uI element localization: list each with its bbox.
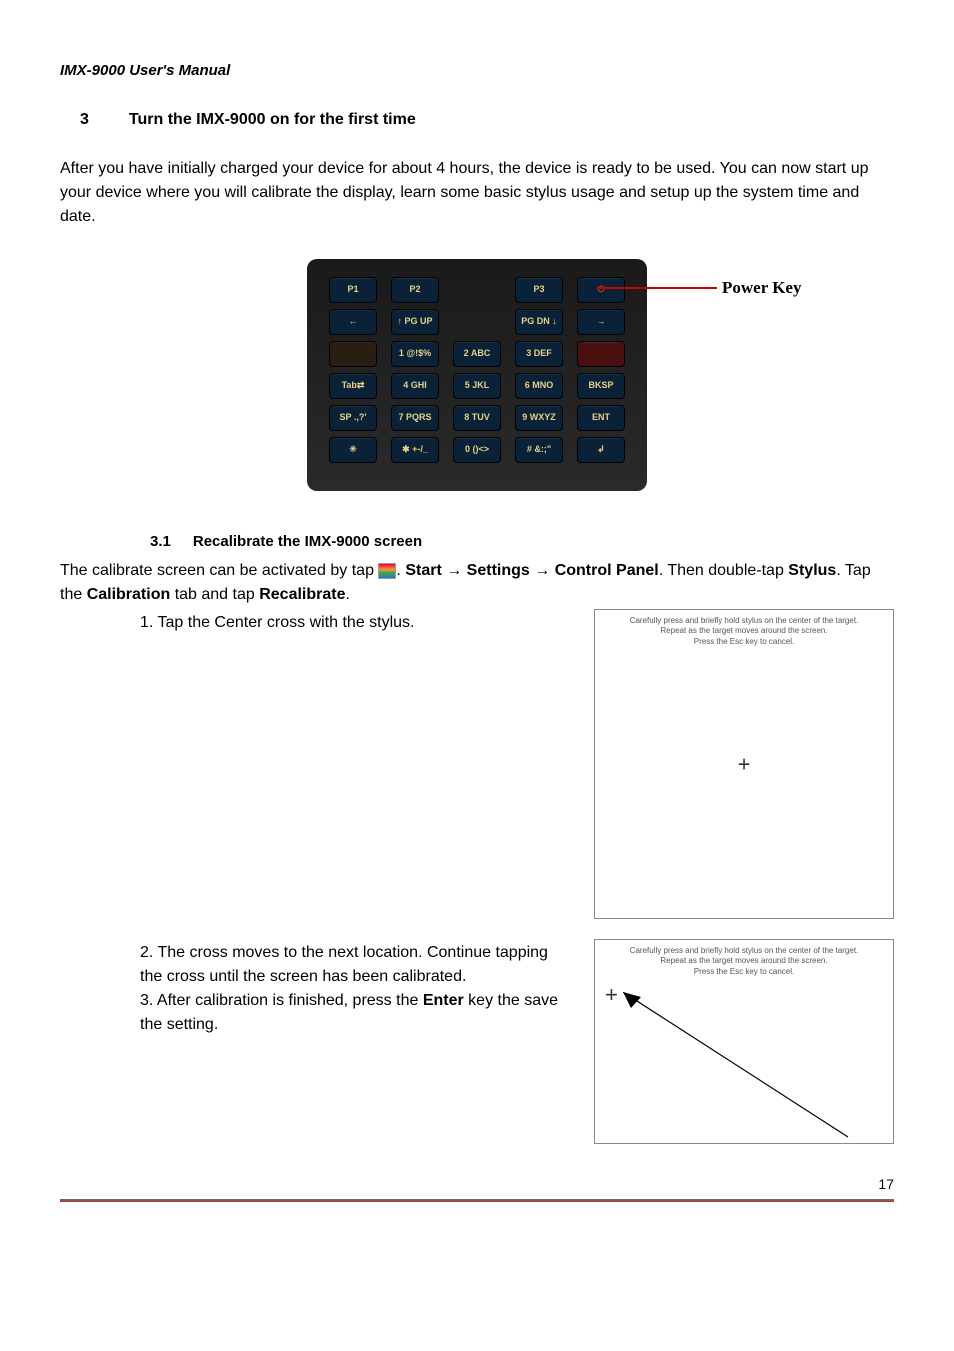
key-0: 0 ()<> xyxy=(453,437,501,463)
key-sp: SP .,?' xyxy=(329,405,377,431)
key-return: ↲ xyxy=(577,437,625,463)
key-8: 8 TUV xyxy=(453,405,501,431)
nav-control-panel: Control Panel xyxy=(555,562,659,579)
calib-msg: Carefully press and briefly hold stylus … xyxy=(595,946,893,977)
corner-cross-icon: + xyxy=(605,978,618,1011)
key-4: 4 GHI xyxy=(391,373,439,399)
callout-line xyxy=(597,287,717,289)
nav-recalibrate: Recalibrate xyxy=(259,586,345,603)
key-asterisk: ✱ +-/_ xyxy=(391,437,439,463)
key-ent: ENT xyxy=(577,405,625,431)
step-3-prefix: 3. After calibration is finished, press … xyxy=(140,992,423,1009)
keypad-gap xyxy=(453,277,501,303)
key-6: 6 MNO xyxy=(515,373,563,399)
subsection-number: 3.1 xyxy=(150,531,171,554)
footer-rule xyxy=(60,1199,894,1202)
step-1-text: 1. Tap the Center cross with the stylus. xyxy=(60,609,574,635)
nav-text: . xyxy=(396,562,400,579)
stylus-icon xyxy=(623,992,853,1142)
key-p2: P2 xyxy=(391,277,439,303)
arrow-icon: → xyxy=(534,562,550,579)
section-title: Turn the IMX-9000 on for the first time xyxy=(129,108,416,132)
step-3-enter: Enter xyxy=(423,992,464,1009)
key-star: ✳ xyxy=(329,437,377,463)
key-power: ⏻ xyxy=(577,277,625,303)
power-key-callout: Power Key xyxy=(722,275,801,301)
subsection-heading: 3.1 Recalibrate the IMX-9000 screen xyxy=(150,531,894,554)
nav-stylus: Stylus xyxy=(788,562,836,579)
section-body: After you have initially charged your de… xyxy=(60,157,894,229)
key-tab: Tab⇄ xyxy=(329,373,377,399)
nav-calibration: Calibration xyxy=(87,586,171,603)
key-1: 1 @!$% xyxy=(391,341,439,367)
nav-text: . xyxy=(345,586,349,603)
nav-text: . Then double-tap xyxy=(659,562,789,579)
key-5: 5 JKL xyxy=(453,373,501,399)
calib-msg: Carefully press and briefly hold stylus … xyxy=(595,616,893,647)
calib-msg-line: Press the Esc key to cancel. xyxy=(595,967,893,977)
center-cross-icon: + xyxy=(738,748,751,781)
calibration-screenshot-1: Carefully press and briefly hold stylus … xyxy=(594,609,894,919)
key-bksp: BKSP xyxy=(577,373,625,399)
key-2: 2 ABC xyxy=(453,341,501,367)
section-number: 3 xyxy=(80,108,89,132)
key-left: ← xyxy=(329,309,377,335)
step-2-3-text: 2. The cross moves to the next location.… xyxy=(60,939,574,1037)
step-2-text: 2. The cross moves to the next location.… xyxy=(140,941,574,989)
keypad: P1 P2 P3 ⏻ ← ↑ PG UP PG DN ↓ → 1 @!$% 2 … xyxy=(307,259,647,491)
key-blank xyxy=(329,341,377,367)
keypad-gap xyxy=(453,309,501,335)
key-9: 9 WXYZ xyxy=(515,405,563,431)
nav-text: The calibrate screen can be activated by… xyxy=(60,562,378,579)
calib-msg-line: Carefully press and briefly hold stylus … xyxy=(595,616,893,626)
key-pgdn: PG DN ↓ xyxy=(515,309,563,335)
section-heading: 3 Turn the IMX-9000 on for the first tim… xyxy=(80,108,894,132)
key-pgup: ↑ PG UP xyxy=(391,309,439,335)
key-right: → xyxy=(577,309,625,335)
key-3: 3 DEF xyxy=(515,341,563,367)
calib-msg-line: Repeat as the target moves around the sc… xyxy=(595,956,893,966)
key-7: 7 PQRS xyxy=(391,405,439,431)
calib-msg-line: Carefully press and briefly hold stylus … xyxy=(595,946,893,956)
step-1-row: 1. Tap the Center cross with the stylus.… xyxy=(60,609,894,919)
step-2-3-row: 2. The cross moves to the next location.… xyxy=(60,939,894,1144)
nav-text: tab and tap xyxy=(170,586,259,603)
calib-msg-line: Press the Esc key to cancel. xyxy=(595,637,893,647)
key-hash: # &:;" xyxy=(515,437,563,463)
doc-header: IMX-9000 User's Manual xyxy=(60,60,894,83)
key-p1: P1 xyxy=(329,277,377,303)
calibration-screenshot-2: Carefully press and briefly hold stylus … xyxy=(594,939,894,1144)
subsection-title: Recalibrate the IMX-9000 screen xyxy=(193,531,422,554)
arrow-icon: → xyxy=(446,562,462,579)
key-p3: P3 xyxy=(515,277,563,303)
nav-settings: Settings xyxy=(467,562,530,579)
step-3-text: 3. After calibration is finished, press … xyxy=(140,989,574,1037)
calib-msg-line: Repeat as the target moves around the sc… xyxy=(595,626,893,636)
page-number: 17 xyxy=(60,1174,894,1195)
nav-instructions: The calibrate screen can be activated by… xyxy=(60,559,894,607)
key-blank-red xyxy=(577,341,625,367)
start-icon xyxy=(378,563,396,579)
keypad-figure: P1 P2 P3 ⏻ ← ↑ PG UP PG DN ↓ → 1 @!$% 2 … xyxy=(60,259,894,491)
nav-start: Start xyxy=(405,562,441,579)
